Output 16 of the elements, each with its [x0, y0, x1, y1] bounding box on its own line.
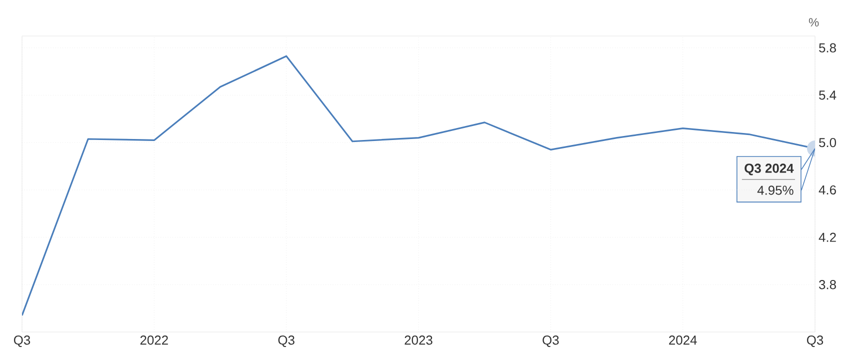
- y-tick-label: 5.4: [819, 90, 836, 100]
- x-tick-label: 2023: [404, 336, 432, 345]
- annotation: 4.95%: [757, 186, 794, 195]
- x-tick-label: 2024: [669, 336, 697, 345]
- x-tick-label: Q3: [14, 336, 30, 348]
- y-tick-label: 5.8: [819, 43, 836, 52]
- y-tick-label: 4.2: [818, 232, 836, 242]
- y-axis-title: %: [808, 18, 819, 26]
- y-tick-label: 3.8: [819, 280, 836, 290]
- y-tick-label: 5.0: [819, 138, 836, 148]
- annotation: Q3 2024: [744, 164, 794, 176]
- x-tick-label: Q3: [806, 336, 824, 348]
- x-tick-label: Q3: [278, 336, 294, 348]
- y-tick-label: 4.6: [818, 185, 836, 195]
- x-tick-label: 2022: [140, 336, 168, 345]
- x-tick-label: Q3: [542, 336, 559, 348]
